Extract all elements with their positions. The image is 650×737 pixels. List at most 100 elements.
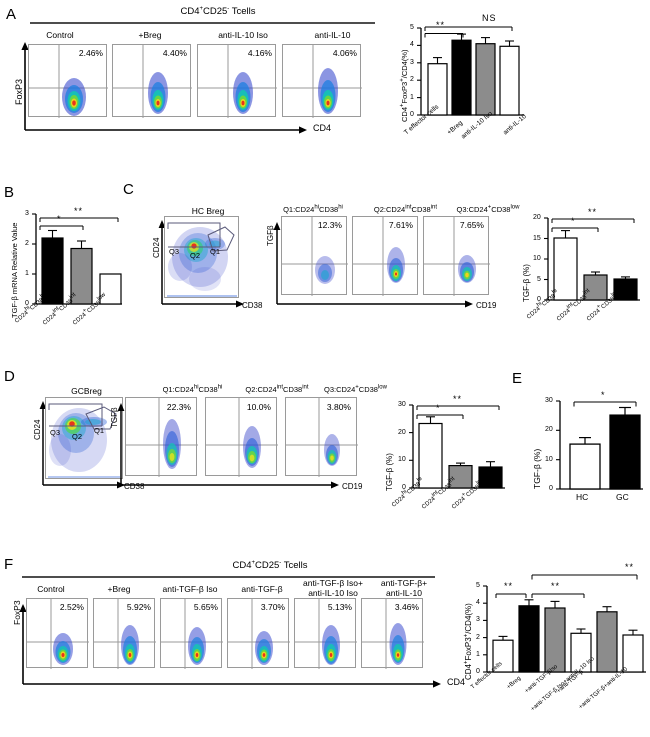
- panel-d-x-axis-label: CD19: [342, 482, 363, 491]
- panel-e-xtick-1: GC: [616, 492, 629, 502]
- panel-a-ytick-1: 1: [410, 93, 414, 101]
- panel-c-x-axis-label: CD19: [476, 301, 497, 310]
- panel-f-ytick-1: 1: [476, 650, 480, 658]
- panel-f-flow-plot-4: 5.13%: [294, 598, 357, 669]
- panel-c-gate-q2: Q2: [190, 251, 201, 260]
- panel-c-scatter-title: HC Breg: [191, 206, 225, 216]
- panel-a-col-label-1: +Breg: [138, 30, 162, 40]
- panel-a-x-axis-label: CD4: [313, 123, 332, 133]
- panel-a-flow-plot-3: 4.06%: [282, 44, 362, 118]
- panel-b-ytick-1: 1: [25, 270, 29, 277]
- panel-c-gate-q3: Q3: [169, 247, 180, 256]
- panel-d-gate-q3: Q3: [50, 428, 61, 437]
- panel-a-percent-0: 2.46%: [78, 48, 103, 58]
- panel-f-flow-plot-3: 3.70%: [227, 598, 290, 669]
- panel-a-sig-1: NS: [482, 13, 497, 23]
- panel-d-gate-q2: Q2: [72, 432, 83, 441]
- panel-b-sig-1: **: [74, 206, 84, 216]
- panel-d-col-label-0: Q1:CD24hiCD38hi: [162, 384, 223, 395]
- panel-f-x-axis-label: CD4: [447, 677, 466, 687]
- panel-a-flow-plot-1: 4.40%: [112, 44, 192, 118]
- panel-c-percent-1: 7.61%: [388, 220, 413, 230]
- panel-c-percent-2: 7.65%: [459, 220, 484, 230]
- panel-d-ytick-2: 20: [398, 428, 406, 436]
- panel-a-bar-chart: CD4+FoxP3+/CD4(%) 0 1 2 3 4 5 ** NS T ef…: [398, 10, 528, 140]
- panel-c-sig-1: **: [588, 207, 598, 217]
- panel-f-header-title: CD4+CD25- Tcells: [232, 559, 308, 571]
- panel-c-ytick-4: 20: [533, 214, 541, 221]
- panel-c-sig-0: *: [571, 216, 576, 226]
- panel-a-ytick-3: 3: [410, 58, 414, 66]
- panel-f-ytick-5: 5: [476, 582, 480, 589]
- panel-c-letter: C: [123, 181, 134, 198]
- panel-f-bar-chart: CD4+FoxP3+/CD4(%) 0 1 2 3: [460, 562, 650, 737]
- panel-e-xtick-0: HC: [576, 492, 589, 502]
- panel-d-scatter-plot: Q1 Q2 Q3: [45, 397, 123, 479]
- panel-d-flow-plot-0: 22.3%: [125, 397, 198, 477]
- panel-d-scatter-axes: [39, 401, 125, 489]
- panel-f-flow-plot-5: 3.46%: [361, 598, 424, 669]
- panel-c-scatter-plot: Q1 Q2 Q3: [164, 216, 239, 298]
- panel-e-bar-chart: TGF-β (%) 0 10 20 30 * HC GC: [528, 385, 648, 505]
- panel-a-axes: [21, 42, 307, 134]
- panel-f-ytick-4: 4: [476, 599, 480, 607]
- panel-f-flow-plot-1: 5.92%: [93, 598, 156, 669]
- panel-c-gate-q1: Q1: [210, 247, 221, 256]
- panel-f-axes: [19, 604, 441, 688]
- panel-f-percent-2: 5.65%: [193, 602, 218, 612]
- panel-a-col-label-0: Control: [46, 30, 74, 40]
- panel-a-flow-plot-2: 4.16%: [197, 44, 277, 118]
- panel-d-gate-q1: Q1: [94, 426, 105, 435]
- panel-f-sig-1: **: [551, 581, 561, 591]
- panel-f-percent-1: 5.92%: [126, 602, 151, 612]
- panel-f-sig-0: **: [504, 581, 514, 591]
- panel-f-ytick-3: 3: [476, 616, 480, 624]
- panel-a-header-rule: [30, 22, 375, 24]
- panel-d-bar-chart: TGF-β (%) 0 10 20 30 * ** CD24hiCD38hi C…: [383, 385, 508, 511]
- panel-a-percent-3: 4.06%: [332, 48, 357, 58]
- panel-f-percent-3: 3.70%: [260, 602, 285, 612]
- panel-c-ytick-0: 0: [537, 296, 541, 303]
- panel-e-ytick-1: 10: [545, 455, 553, 463]
- panel-f-col-label-1: +Breg: [107, 584, 131, 594]
- panel-c-ytick-2: 10: [533, 255, 541, 262]
- panel-f-col-label-3: anti-TGF-β: [241, 584, 283, 594]
- panel-d-axes: [117, 403, 339, 489]
- panel-b-letter: B: [4, 184, 15, 201]
- panel-c-flow-plot-1: 7.61%: [352, 216, 419, 296]
- panel-c-ytick-3: 15: [533, 234, 541, 242]
- panel-e-ytick-0: 0: [549, 485, 553, 492]
- panel-f-col-label-0: Control: [37, 584, 65, 594]
- panel-d-percent-1: 10.0%: [246, 402, 271, 412]
- panel-d-col-label-1: Q2:CD24intCD38int: [245, 384, 309, 395]
- panel-f-percent-5: 3.46%: [394, 602, 419, 612]
- panel-a-flow-plot-0: 2.46%: [28, 44, 108, 118]
- panel-d-col-label-2: Q3:CD24+CD38low: [324, 384, 387, 395]
- panel-b-sig-0: *: [57, 214, 62, 224]
- panel-f-ytick-2: 2: [476, 633, 480, 641]
- panel-a-col-label-2: anti-IL-10 Iso: [218, 30, 268, 40]
- panel-f-sig-2: **: [625, 562, 635, 572]
- panel-d-percent-0: 22.3%: [166, 402, 191, 412]
- panel-e-sig-0: *: [601, 390, 606, 400]
- panel-a-ytick-0: 0: [410, 111, 414, 118]
- panel-f-ytick-0: 0: [476, 668, 480, 675]
- panel-c-axes: [273, 222, 473, 308]
- panel-c-col-label-0: Q1:CD24hiCD38hi: [283, 204, 343, 215]
- panel-c-col-label-1: Q2:CD24intCD38int: [373, 204, 438, 215]
- panel-d-sig-1: **: [453, 394, 463, 404]
- panel-b-ytick-2: 2: [25, 240, 29, 247]
- panel-c-flow-plot-0: 12.3%: [281, 216, 348, 296]
- panel-f-flow-plot-0: 2.52%: [26, 598, 89, 669]
- panel-c-ytick-1: 5: [537, 275, 541, 283]
- panel-f-percent-0: 2.52%: [59, 602, 84, 612]
- panel-d-percent-2: 3.80%: [326, 402, 351, 412]
- panel-c-col-label-2: Q3:CD24+CD38low: [456, 204, 520, 215]
- panel-f-col-label-4: anti-TGF-β Iso+ anti-IL-10 Iso: [303, 578, 363, 598]
- panel-f-letter: F: [4, 556, 14, 573]
- panel-f-col-label-2: anti-TGF-β Iso: [162, 584, 218, 594]
- panel-f-col-label-5: anti-TGF-β+ anti-IL-10: [380, 578, 428, 598]
- panel-d-ytick-1: 10: [398, 456, 406, 464]
- panel-c-flow-plot-2: 7.65%: [423, 216, 490, 296]
- panel-c-percent-0: 12.3%: [317, 220, 342, 230]
